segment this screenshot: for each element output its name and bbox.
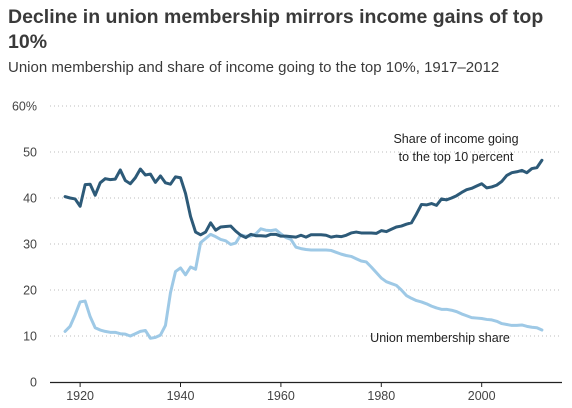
- x-tick-label: 1940: [167, 389, 195, 403]
- x-tick-label: 1960: [267, 389, 295, 403]
- chart-title: Decline in union membership mirrors inco…: [8, 6, 544, 53]
- series-labels: Share of income going to the top 10 perce…: [370, 132, 518, 345]
- series-label-top-10-income-share: Share of income going: [393, 132, 518, 146]
- x-tick-label: 2000: [468, 389, 496, 403]
- series-lines: [63, 158, 544, 340]
- y-tick-label: 50: [23, 146, 37, 160]
- chart-subtitle: Union membership and share of income goi…: [8, 59, 500, 76]
- x-tick-label: 1980: [367, 389, 395, 403]
- axes: 0 10 20 30 40 50 60% 1920 1940 1960 1980 2000: [12, 100, 562, 403]
- y-tick-label: 30: [23, 238, 37, 252]
- y-tick-label: 10: [23, 330, 37, 344]
- y-tick-label: 0: [30, 376, 37, 390]
- series-line-union-membership: [63, 227, 544, 340]
- y-tick-label: 40: [23, 192, 37, 206]
- series-line-top-10-income-share: [63, 158, 544, 240]
- x-tick-label: 1920: [66, 389, 94, 403]
- gridlines: [50, 105, 562, 337]
- series-label-union-membership: Union membership share: [370, 331, 510, 345]
- series-label-top-10-income-share: to the top 10 percent: [399, 150, 514, 164]
- y-tick-label: 20: [23, 284, 37, 298]
- y-tick-label: 60%: [12, 100, 37, 114]
